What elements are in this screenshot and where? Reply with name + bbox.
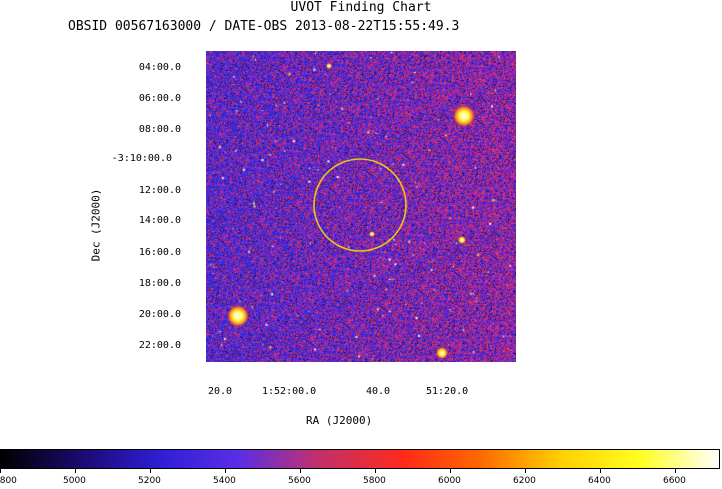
chart-title: UVOT Finding Chart (290, 0, 432, 15)
colorbar-tick-label: 5600 (288, 476, 311, 486)
x-tick-label: 20.0 (208, 386, 233, 397)
x-tick-label: 51:20.0 (426, 386, 469, 397)
y-tick-label: 22:00.0 (138, 340, 181, 351)
colorbar-tick (150, 469, 151, 473)
sky-image-canvas (206, 51, 516, 362)
colorbar-tick-label: 5800 (363, 476, 386, 486)
y-tick-label: -3:10:00.0 (111, 153, 172, 164)
colorbar-tick-label: 6000 (438, 476, 461, 486)
colorbar-tick-label: 5200 (138, 476, 161, 486)
colorbar-tick (75, 469, 76, 473)
colorbar-tick (600, 469, 601, 473)
x-tick-label: 40.0 (366, 386, 391, 397)
colorbar-tick (675, 469, 676, 473)
chart-subtitle: OBSID 00567163000 / DATE-OBS 2013-08-22T… (68, 19, 460, 34)
target-circle-marker (313, 158, 407, 252)
colorbar-tick-label: 5000 (63, 476, 86, 486)
colorbar-tick (0, 469, 1, 473)
colorbar-tick (300, 469, 301, 473)
y-tick-label: 08:00.0 (138, 124, 181, 135)
x-tick-label: 1:52:00.0 (262, 386, 317, 397)
colorbar-tick (525, 469, 526, 473)
y-axis-label: Dec (J2000) (89, 188, 103, 262)
colorbar-tick-label: 6400 (588, 476, 611, 486)
y-tick-label: 18:00.0 (138, 278, 181, 289)
finding-chart-image (206, 51, 516, 362)
x-axis-label: RA (J2000) (306, 414, 373, 427)
colorbar-tick-label: 4800 (0, 476, 17, 486)
y-tick-label: 12:00.0 (138, 185, 181, 196)
y-tick-label: 14:00.0 (138, 215, 181, 226)
y-tick-label: 06:00.0 (138, 93, 181, 104)
colorbar-tick-label: 6200 (513, 476, 536, 486)
colorbar-tick (225, 469, 226, 473)
colorbar (0, 449, 720, 469)
y-tick-label: 16:00.0 (138, 247, 181, 258)
overlay-layer (313, 158, 407, 252)
y-tick-label: 20:00.0 (138, 309, 181, 320)
colorbar-tick (375, 469, 376, 473)
y-tick-label: 04:00.0 (138, 62, 181, 73)
colorbar-tick-label: 6600 (663, 476, 686, 486)
colorbar-tick (450, 469, 451, 473)
colorbar-tick-label: 5400 (213, 476, 236, 486)
